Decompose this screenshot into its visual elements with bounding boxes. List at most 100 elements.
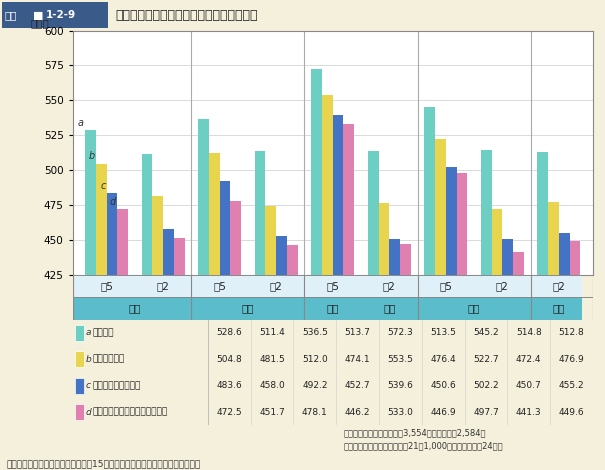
Text: 553.5: 553.5 — [387, 355, 413, 364]
FancyBboxPatch shape — [75, 325, 83, 341]
Text: 中2: 中2 — [270, 281, 283, 291]
Bar — [559, 233, 570, 470]
Text: 国語: 国語 — [128, 304, 141, 313]
Bar — [389, 239, 400, 470]
Bar — [85, 130, 96, 470]
Bar — [266, 206, 276, 470]
Bar — [96, 164, 106, 470]
Bar — [379, 203, 389, 470]
Text: 476.4: 476.4 — [430, 355, 456, 364]
Text: 調査実施学校数：小学校　3,554校，中学校　2,584校: 調査実施学校数：小学校 3,554校，中学校 2,584校 — [343, 429, 486, 438]
Text: 504.8: 504.8 — [217, 355, 242, 364]
Bar — [435, 139, 446, 470]
Bar — [209, 153, 220, 470]
Text: 511.4: 511.4 — [259, 329, 285, 337]
Text: 513.7: 513.7 — [345, 329, 370, 337]
Text: 449.6: 449.6 — [558, 407, 584, 416]
Text: 社会: 社会 — [241, 304, 254, 313]
Text: 497.7: 497.7 — [473, 407, 499, 416]
Text: 理科: 理科 — [468, 304, 480, 313]
Bar — [446, 167, 457, 470]
Bar — [106, 193, 117, 470]
Text: 455.2: 455.2 — [558, 381, 584, 390]
Text: 中2: 中2 — [383, 281, 396, 291]
Text: 小5: 小5 — [100, 281, 113, 291]
FancyBboxPatch shape — [73, 297, 581, 320]
Text: とらないことが多い: とらないことが多い — [93, 381, 141, 390]
FancyBboxPatch shape — [2, 2, 108, 28]
Text: 図表: 図表 — [4, 10, 17, 20]
Bar — [276, 236, 287, 470]
FancyBboxPatch shape — [75, 352, 83, 367]
Text: 小5: 小5 — [213, 281, 226, 291]
Text: 必ずとる: 必ずとる — [93, 329, 114, 337]
Bar — [513, 252, 524, 470]
FancyBboxPatch shape — [75, 378, 83, 394]
Text: 朝食の摂取とペーパーテストの得点の関係: 朝食の摂取とペーパーテストの得点の関係 — [115, 9, 258, 22]
Text: d: d — [86, 407, 91, 416]
Text: 算数: 算数 — [327, 304, 339, 313]
Text: 446.9: 446.9 — [430, 407, 456, 416]
Text: 中2: 中2 — [496, 281, 509, 291]
Text: 502.2: 502.2 — [473, 381, 499, 390]
FancyBboxPatch shape — [75, 404, 83, 420]
Text: ■: ■ — [33, 10, 44, 20]
Text: 474.1: 474.1 — [345, 355, 370, 364]
Text: 全く、又は、ほとんどとらない: 全く、又は、ほとんどとらない — [93, 407, 168, 416]
Text: 458.0: 458.0 — [259, 381, 285, 390]
Text: 472.4: 472.4 — [516, 355, 541, 364]
Text: 528.6: 528.6 — [217, 329, 242, 337]
Text: 441.3: 441.3 — [516, 407, 541, 416]
Text: 472.5: 472.5 — [217, 407, 242, 416]
Bar — [502, 239, 513, 470]
Text: たいていとる: たいていとる — [93, 355, 125, 364]
Bar — [311, 69, 322, 470]
Bar — [424, 107, 435, 470]
Text: b: b — [86, 355, 91, 364]
Bar — [537, 152, 548, 470]
Bar — [255, 151, 266, 470]
Text: 536.5: 536.5 — [302, 329, 328, 337]
Bar — [287, 245, 298, 470]
Text: 481.5: 481.5 — [259, 355, 285, 364]
Bar — [163, 229, 174, 470]
Text: 中2: 中2 — [552, 281, 566, 291]
Bar — [117, 209, 128, 470]
Bar — [492, 209, 502, 470]
Text: c: c — [100, 181, 105, 191]
Text: （点）: （点） — [31, 18, 50, 28]
Text: 1-2-9: 1-2-9 — [45, 10, 76, 20]
Bar — [174, 238, 185, 470]
Text: 545.2: 545.2 — [473, 329, 499, 337]
Text: 数学: 数学 — [383, 304, 396, 313]
Text: 450.7: 450.7 — [516, 381, 541, 390]
Text: 572.3: 572.3 — [388, 329, 413, 337]
Text: 533.0: 533.0 — [387, 407, 413, 416]
Bar — [142, 154, 152, 470]
Bar — [333, 115, 344, 470]
Text: 513.5: 513.5 — [430, 329, 456, 337]
Text: 476.9: 476.9 — [558, 355, 584, 364]
Text: 小5: 小5 — [326, 281, 339, 291]
Bar — [481, 149, 492, 470]
Bar — [231, 201, 241, 470]
Bar — [198, 119, 209, 470]
Bar — [548, 203, 559, 470]
Text: 512.0: 512.0 — [302, 355, 328, 364]
Text: d: d — [110, 196, 116, 206]
Bar — [457, 173, 467, 470]
Bar — [368, 151, 379, 470]
Bar — [344, 124, 355, 470]
Text: b: b — [88, 151, 95, 161]
Text: 483.6: 483.6 — [217, 381, 242, 390]
Text: 514.8: 514.8 — [516, 329, 541, 337]
Bar — [220, 181, 231, 470]
Text: 中2: 中2 — [157, 281, 169, 291]
Text: 539.6: 539.6 — [387, 381, 413, 390]
Text: c: c — [86, 381, 91, 390]
Text: （出典）国立教育政策研究所「平成15年度小・中学校教育課程実施状況調査」: （出典）国立教育政策研究所「平成15年度小・中学校教育課程実施状況調査」 — [6, 460, 200, 469]
Text: 450.6: 450.6 — [430, 381, 456, 390]
Bar — [322, 95, 333, 470]
Text: 英語: 英語 — [553, 304, 565, 313]
Text: 446.2: 446.2 — [345, 407, 370, 416]
